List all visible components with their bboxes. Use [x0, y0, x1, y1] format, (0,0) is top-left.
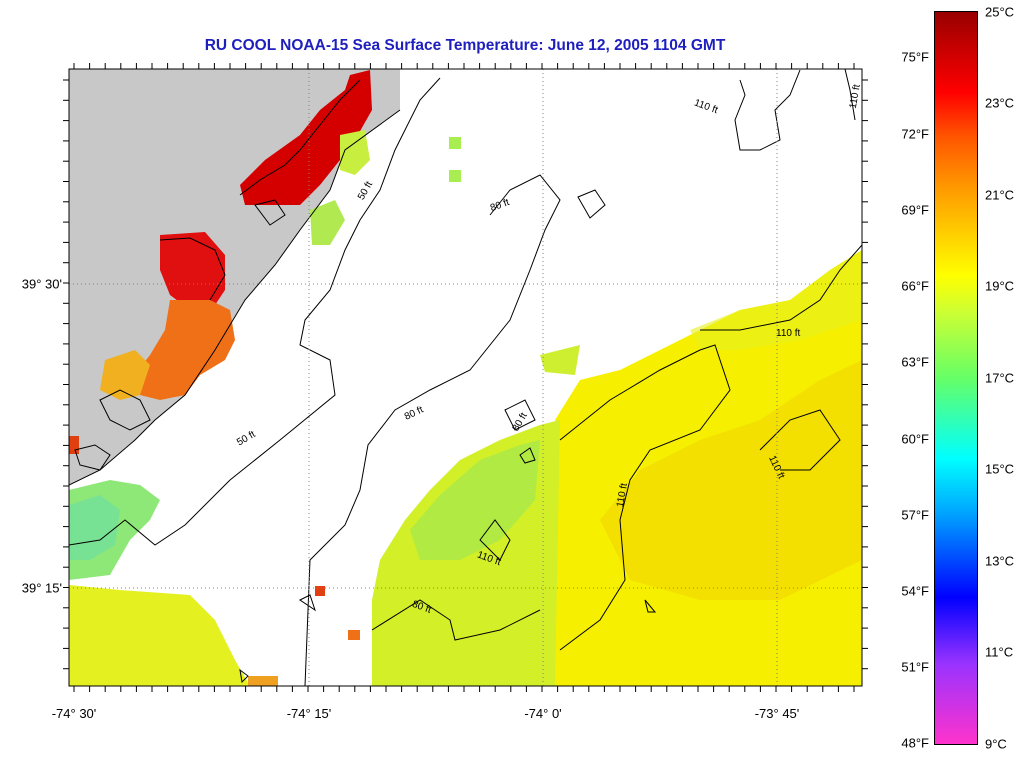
map-title: RU COOL NOAA-15 Sea Surface Temperature:… [204, 37, 726, 54]
lat-label: 39° 15' [21, 580, 62, 596]
colorbar-fahrenheit-label: 51°F [901, 659, 929, 675]
sst-field-south-west [69, 480, 250, 686]
lon-label: -74° 30' [51, 706, 97, 721]
bathymetry-contours [69, 69, 862, 686]
sst-field-coastal-warm [69, 70, 461, 686]
map-ticks [63, 63, 868, 692]
temperature-colorbar [934, 11, 978, 745]
sst-field-yellow-east [555, 250, 862, 686]
colorbar-fahrenheit-label: 57°F [901, 507, 929, 523]
colorbar-fahrenheit-label: 66°F [901, 278, 929, 294]
colorbar-fahrenheit-label: 72°F [901, 126, 929, 142]
graticule [69, 69, 862, 686]
colorbar-celsius-label: 17°C [985, 370, 1015, 386]
contour-label-110: 110 ft [848, 83, 863, 109]
coastline [69, 79, 401, 486]
colorbar-celsius-label: 23°C [985, 95, 1015, 111]
lon-label: -73° 45' [754, 706, 800, 721]
colorbar-fahrenheit-label: 54°F [901, 583, 929, 599]
colorbar-fahrenheit-label: 63°F [901, 354, 929, 370]
colorbar-celsius-label: 25°C [985, 4, 1015, 20]
colorbar-fahrenheit-label: 60°F [901, 431, 929, 447]
colorbar-celsius-label: 11°C [985, 644, 1014, 660]
lon-label: -74° 15' [286, 706, 332, 721]
map-frame [68, 68, 863, 687]
colorbar-celsius-label: 15°C [985, 461, 1015, 477]
contour-label-110: 110 ft [776, 328, 800, 339]
colorbar-celsius-label: 9°C [985, 736, 1007, 752]
colorbar-celsius-label: 13°C [985, 553, 1015, 569]
colorbar-fahrenheit-label: 69°F [901, 202, 929, 218]
colorbar-celsius-label: 21°C [985, 187, 1015, 203]
lon-label: -74° 0' [524, 706, 562, 721]
colorbar-celsius-label: 19°C [985, 278, 1015, 294]
colorbar-fahrenheit-label: 48°F [901, 735, 929, 751]
contour-label-110: 110 ft [615, 482, 630, 508]
lat-label: 39° 30' [21, 276, 62, 292]
sst-field-green-mid [372, 345, 580, 686]
colorbar-fahrenheit-label: 75°F [901, 49, 929, 65]
